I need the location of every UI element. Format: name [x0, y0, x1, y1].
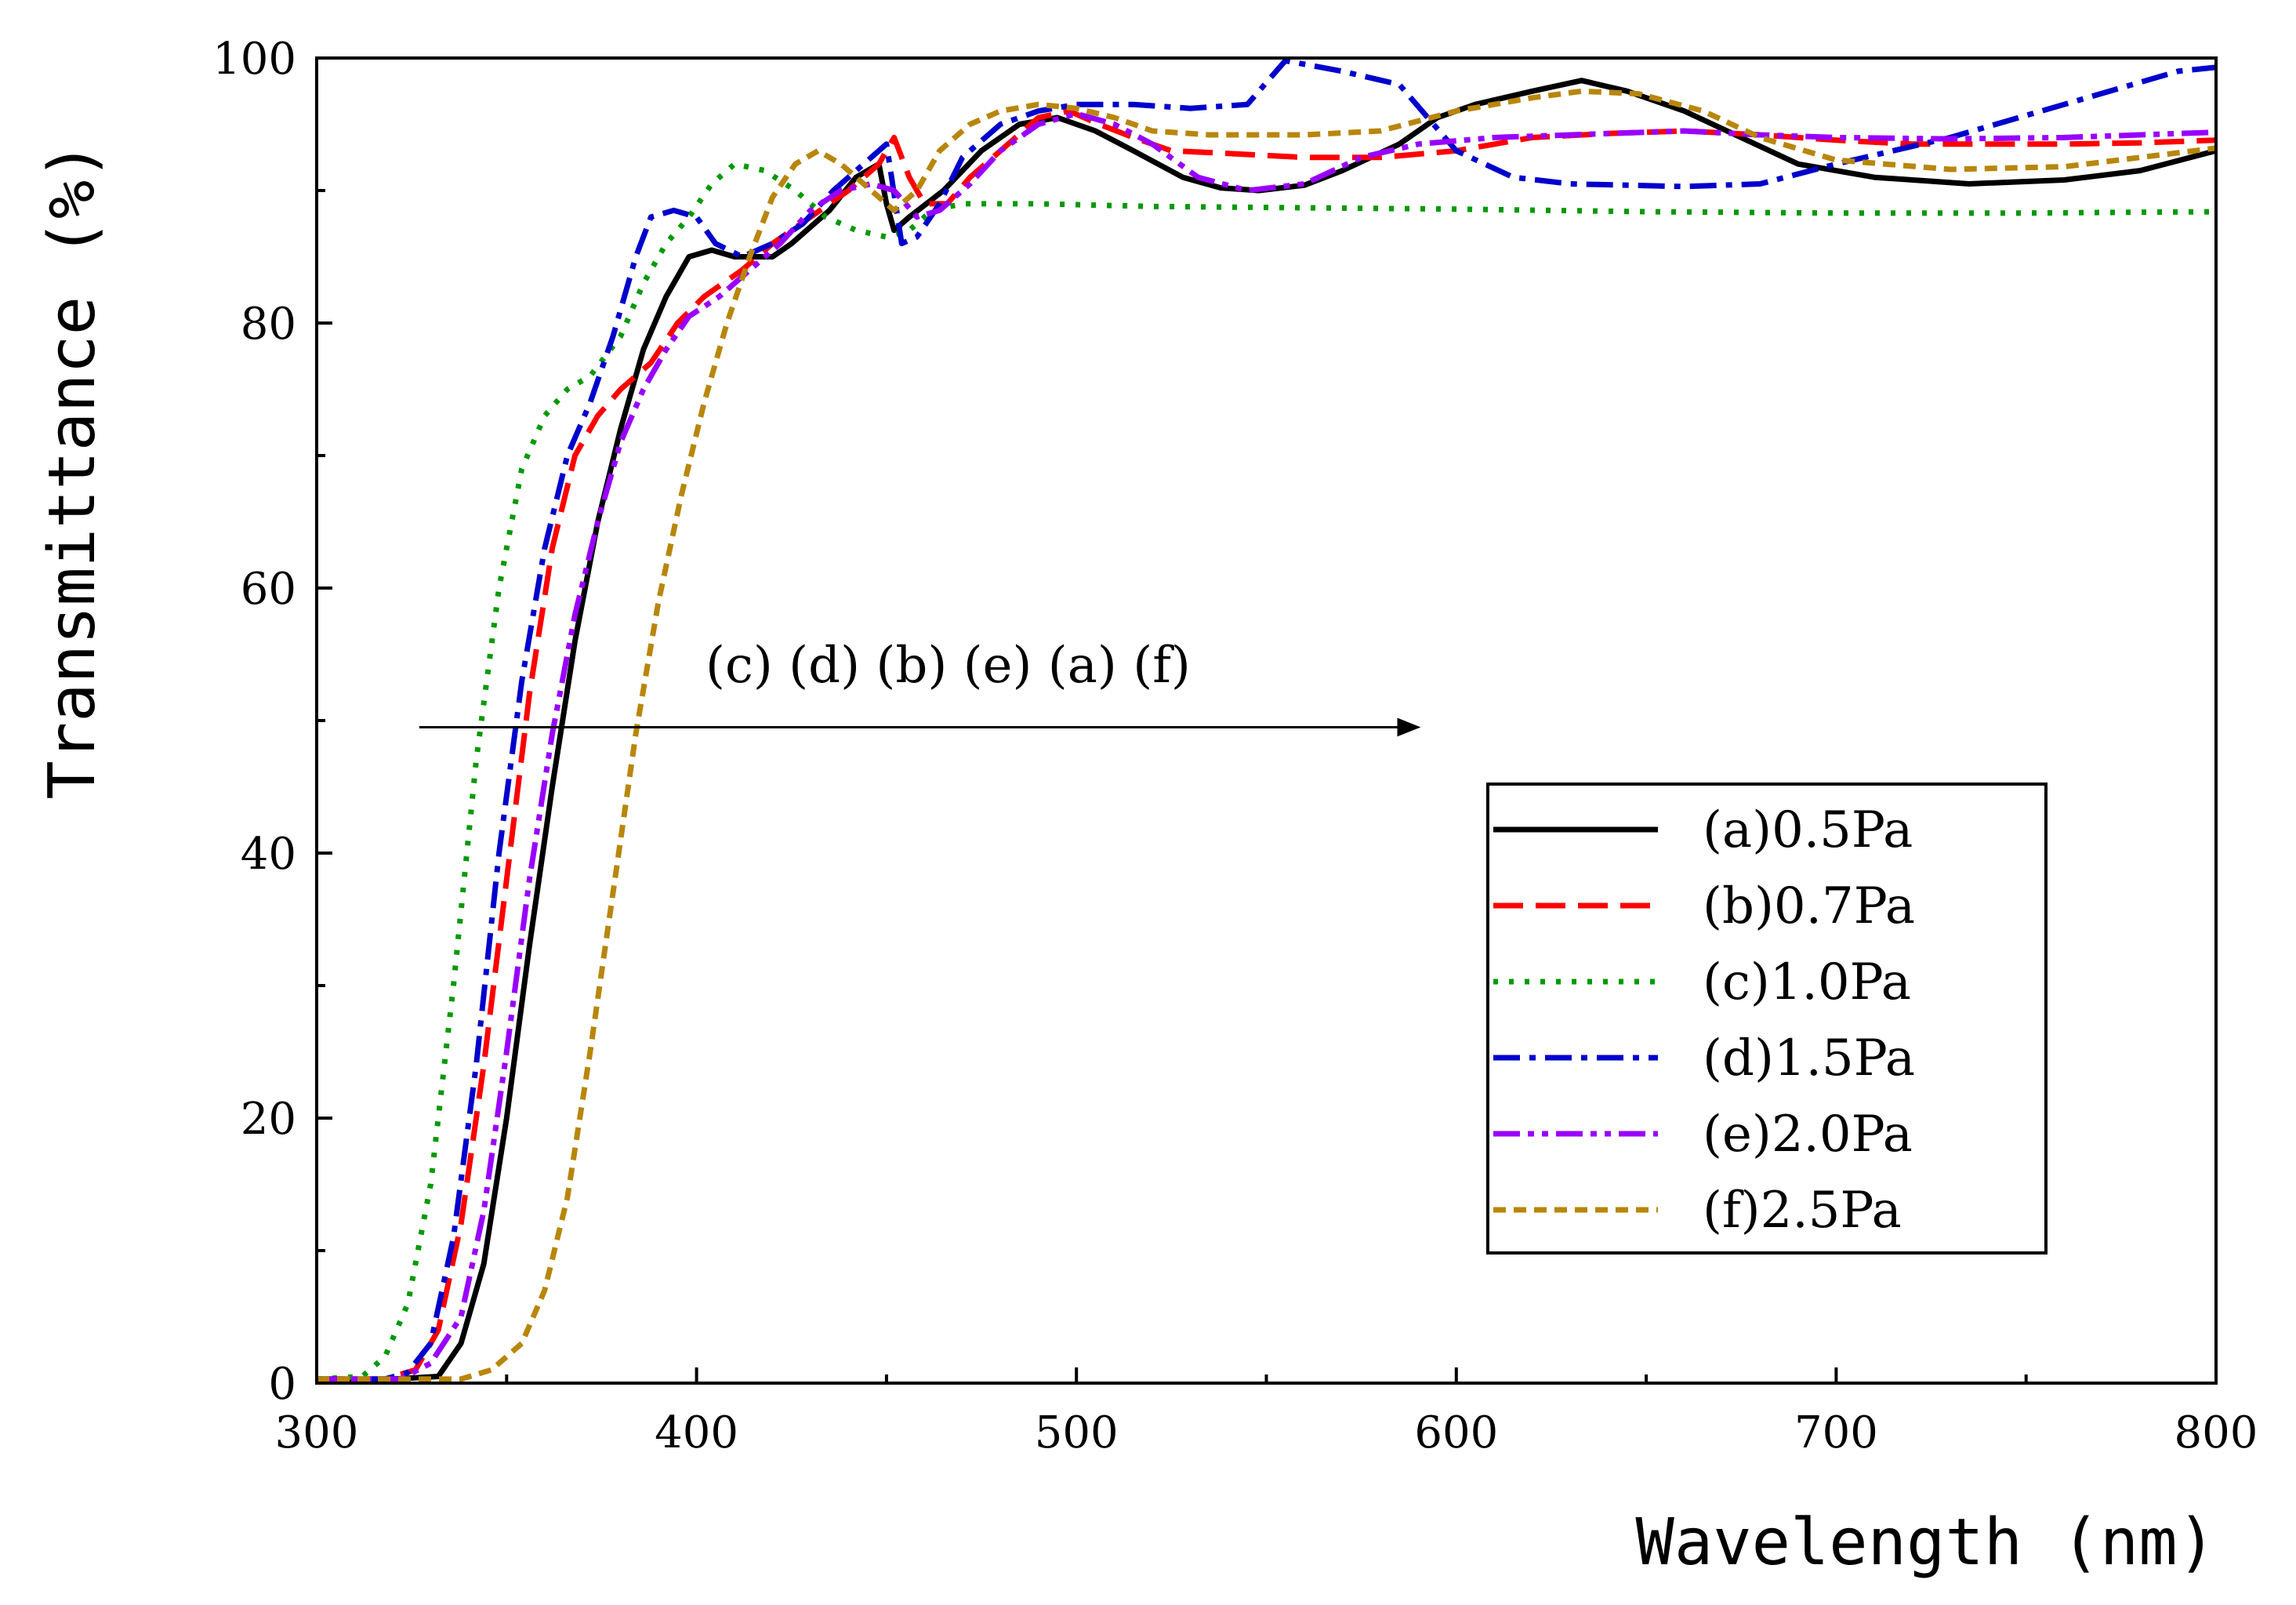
x-tick-label: 400	[655, 1407, 738, 1458]
legend-label-b: (b)0.7Pa	[1703, 877, 1915, 935]
legend-items: (a)0.5Pa (b)0.7Pa (c)1.0Pa (d)1.5Pa (e)2.0Pa…	[1493, 801, 1915, 1240]
series-line-b	[317, 108, 2216, 1382]
legend: (a)0.5Pa (b)0.7Pa (c)1.0Pa (d)1.5Pa (e)2.0Pa…	[1486, 783, 2048, 1255]
series-layer	[317, 58, 2216, 1382]
series-line-f	[317, 88, 2216, 1382]
y-tick-label: 0	[268, 1359, 296, 1410]
legend-label-f: (f)2.5Pa	[1703, 1182, 1902, 1240]
legend-box	[1486, 783, 2048, 1255]
y-tick-label: 100	[212, 34, 296, 85]
legend-label-e: (e)2.0Pa	[1703, 1106, 1913, 1164]
x-tick-label: 600	[1414, 1407, 1498, 1458]
y-tick-label: 20	[241, 1094, 296, 1145]
legend-label-a: (a)0.5Pa	[1703, 801, 1913, 859]
x-tick-label: 800	[2174, 1407, 2258, 1458]
y-tick-label: 40	[241, 829, 296, 880]
x-tick-label: 300	[275, 1407, 359, 1458]
tick-layer: 300 400 500 600 700 800 0 20 40 60 80 100	[212, 34, 2258, 1458]
series-line-e	[317, 111, 2216, 1382]
x-tick-label: 500	[1035, 1407, 1119, 1458]
series-line-c	[317, 161, 2216, 1382]
y-tick-label: 60	[241, 564, 296, 615]
y-tick-label: 80	[241, 299, 296, 350]
annotation-label: (c) (d) (b) (e) (a) (f)	[705, 637, 1191, 695]
y-axis-title: Transmittance (%)	[35, 141, 110, 799]
x-tick-label: 700	[1794, 1407, 1878, 1458]
x-axis-title: Wavelength (nm)	[1635, 1505, 2216, 1580]
legend-label-d: (d)1.5Pa	[1703, 1029, 1915, 1088]
legend-label-c: (c)1.0Pa	[1703, 953, 1911, 1011]
